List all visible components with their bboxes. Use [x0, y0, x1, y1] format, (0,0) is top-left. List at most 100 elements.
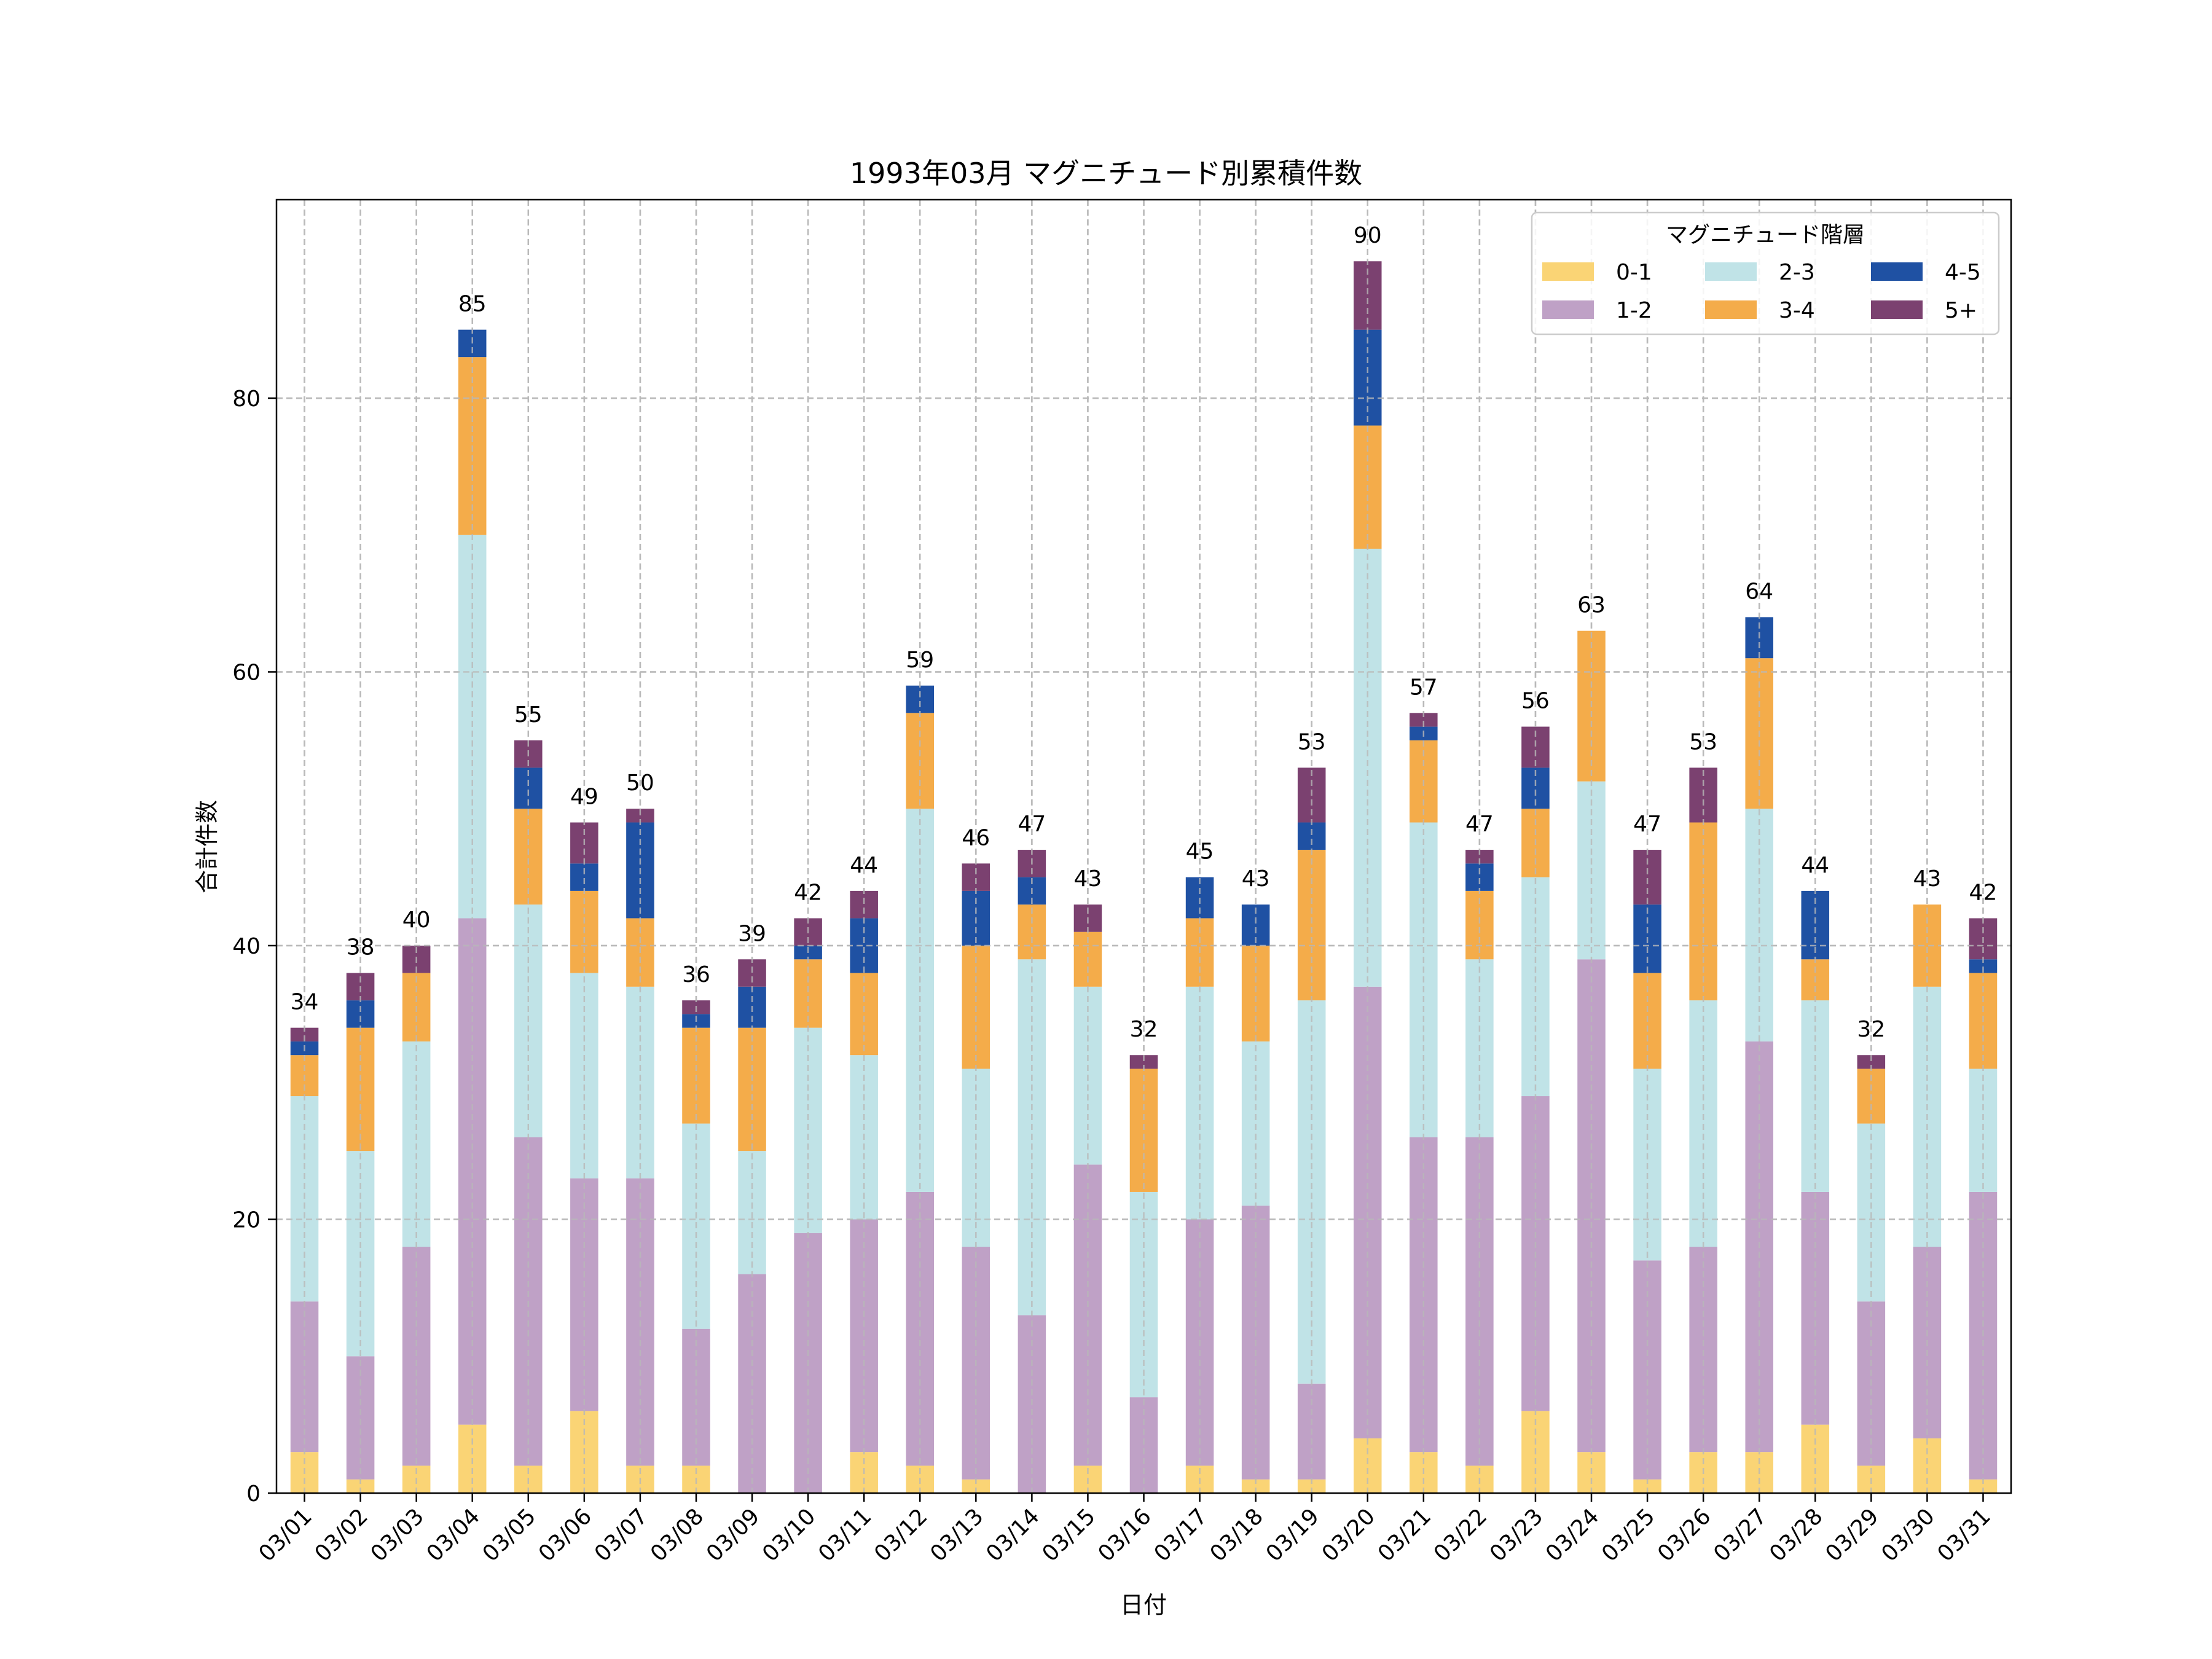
y-tick-label: 60 — [232, 660, 261, 685]
total-label: 47 — [1018, 812, 1046, 837]
legend-label: 2-3 — [1779, 260, 1815, 285]
bar-segment-2-3 — [1745, 809, 1773, 1041]
bar-segment-2-3 — [1185, 986, 1214, 1220]
legend: マグニチュード階層 0-1 1-2 2-3 3-4 4-5 5+ — [1531, 211, 2000, 335]
y-axis: 0 20 40 60 80 — [232, 386, 276, 1507]
bar-segment-1-2 — [1689, 1247, 1717, 1453]
y-tick-label: 20 — [232, 1207, 261, 1233]
legend-item-4-5: 4-5 — [1871, 260, 1981, 285]
bar-segment-4-5 — [570, 863, 598, 891]
bar-segment-3-4 — [1913, 904, 1942, 987]
bar-segment-0-1 — [1969, 1479, 1998, 1493]
total-label: 43 — [1074, 866, 1102, 892]
legend-swatch — [1705, 262, 1757, 281]
bar-segment-0-1 — [346, 1479, 375, 1493]
x-axis-label: 日付 — [1120, 1591, 1167, 1618]
bar-segment-4-5 — [1465, 863, 1494, 891]
legend-swatch — [1542, 262, 1594, 281]
total-label: 53 — [1689, 729, 1717, 755]
legend-swatch — [1871, 262, 1923, 281]
total-label: 90 — [1354, 223, 1382, 248]
total-label: 85 — [458, 292, 487, 317]
bar-segment-4-5 — [850, 918, 878, 973]
total-label: 56 — [1521, 689, 1550, 714]
legend-title: マグニチュード階層 — [1666, 222, 1865, 248]
bar-segment-1-2 — [458, 918, 487, 1425]
chart-title: 1993年03月 マグニチュード別累積件数 — [850, 157, 1362, 190]
legend-item-2-3: 2-3 — [1705, 260, 1815, 285]
bar-segment-4-5 — [1297, 822, 1326, 850]
legend-label: 1-2 — [1616, 298, 1652, 323]
total-label: 40 — [402, 908, 431, 933]
y-tick-label: 40 — [232, 934, 261, 959]
legend-item-3-4: 3-4 — [1705, 298, 1815, 323]
bar-segment-1-2 — [682, 1328, 710, 1466]
y-tick-label: 80 — [232, 386, 261, 412]
bar-segment-4-5 — [906, 685, 935, 713]
bar-segment-3-4 — [1297, 850, 1326, 1001]
legend-label: 0-1 — [1616, 260, 1652, 285]
bar-segment-1-2 — [1801, 1191, 1830, 1425]
total-label: 53 — [1298, 729, 1326, 755]
bar-segment-0-1 — [1913, 1438, 1942, 1493]
bar-segment-5+ — [962, 863, 990, 891]
bar-segment-4-5 — [1969, 959, 1998, 973]
legend-swatch — [1705, 300, 1757, 319]
bar-segment-0-1 — [1633, 1479, 1661, 1493]
y-axis-label: 合計件数 — [194, 800, 221, 893]
bar-segment-5+ — [1129, 1055, 1158, 1069]
total-label: 63 — [1577, 593, 1606, 618]
bar-segment-0-1 — [1241, 1479, 1270, 1493]
total-label: 42 — [1969, 880, 1998, 905]
bar-segment-5+ — [1465, 850, 1494, 864]
total-label: 47 — [1465, 812, 1494, 837]
legend-item-0-1: 0-1 — [1542, 260, 1652, 285]
total-label: 49 — [570, 785, 598, 810]
total-label: 46 — [962, 825, 990, 850]
bar-segment-2-3 — [1297, 1000, 1326, 1384]
bar-segment-5+ — [290, 1027, 319, 1041]
bar-segment-2-3 — [794, 1027, 822, 1233]
total-label: 47 — [1633, 812, 1661, 837]
bar-segment-5+ — [626, 809, 654, 823]
total-label: 39 — [738, 921, 766, 946]
bar-segment-0-1 — [1297, 1479, 1326, 1493]
total-label: 42 — [794, 880, 822, 905]
bars — [276, 200, 2011, 1493]
total-label: 36 — [682, 962, 710, 987]
bar-segment-5+ — [1410, 713, 1438, 727]
total-label: 32 — [1857, 1017, 1885, 1042]
total-label: 45 — [1186, 839, 1214, 865]
legend-item-5+: 5+ — [1871, 298, 1977, 323]
total-label: 55 — [514, 702, 543, 728]
legend-label: 3-4 — [1779, 298, 1815, 323]
total-label: 32 — [1130, 1017, 1158, 1042]
legend-swatch — [1871, 300, 1923, 319]
total-label: 38 — [347, 935, 375, 960]
total-label: 57 — [1410, 675, 1438, 700]
total-label: 50 — [626, 771, 654, 796]
bar-segment-5+ — [850, 890, 878, 919]
total-label: 43 — [1913, 866, 1941, 892]
total-label: 34 — [291, 990, 319, 1015]
bar-segment-5+ — [1857, 1055, 1886, 1069]
bar-segment-2-3 — [1353, 549, 1382, 987]
y-tick-label: 0 — [246, 1481, 261, 1507]
legend-swatch — [1542, 300, 1594, 319]
bar-segment-3-4 — [850, 973, 878, 1056]
total-label: 44 — [850, 853, 878, 878]
bar-segment-4-5 — [346, 1000, 375, 1028]
bar-segment-0-1 — [962, 1479, 990, 1493]
legend-label: 4-5 — [1945, 260, 1981, 285]
legend-item-1-2: 1-2 — [1542, 298, 1652, 323]
total-label: 43 — [1242, 866, 1270, 892]
legend-label: 5+ — [1945, 298, 1977, 323]
bar-segment-5+ — [1633, 850, 1661, 905]
total-label: 59 — [906, 648, 934, 673]
total-label: 64 — [1745, 579, 1773, 604]
bar-segment-0-1 — [1353, 1438, 1382, 1493]
bar-segment-5+ — [738, 959, 766, 987]
data-labels: 34 38 40 85 55 49 50 36 39 42 44 59 46 47 43 32 45 43 53 90… — [291, 223, 1998, 1042]
total-label: 44 — [1801, 853, 1829, 878]
